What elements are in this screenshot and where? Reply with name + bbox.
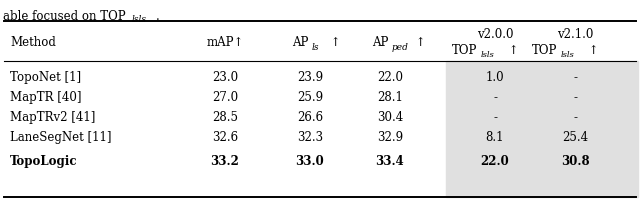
Text: AP: AP	[372, 36, 388, 49]
Text: 23.0: 23.0	[212, 71, 238, 84]
Bar	[446, 62, 638, 197]
Text: 30.4: 30.4	[377, 111, 403, 124]
Text: 8.1: 8.1	[486, 131, 504, 144]
Text: .: .	[156, 10, 160, 23]
Text: 27.0: 27.0	[212, 91, 238, 104]
Text: 32.9: 32.9	[377, 131, 403, 144]
Text: 23.9: 23.9	[297, 71, 323, 84]
Text: 33.0: 33.0	[296, 155, 324, 168]
Text: 22.0: 22.0	[481, 155, 509, 168]
Text: -: -	[573, 111, 577, 124]
Text: MapTRv2 [41]: MapTRv2 [41]	[10, 111, 95, 124]
Text: 28.5: 28.5	[212, 111, 238, 124]
Text: 28.1: 28.1	[377, 91, 403, 104]
Text: 30.8: 30.8	[561, 155, 589, 168]
Text: TOP: TOP	[532, 43, 557, 56]
Text: v2.0.0: v2.0.0	[477, 28, 513, 41]
Text: lsls: lsls	[561, 51, 575, 59]
Text: 1.0: 1.0	[486, 71, 504, 84]
Text: lsls: lsls	[481, 51, 495, 59]
Text: 32.3: 32.3	[297, 131, 323, 144]
Text: TOP: TOP	[452, 43, 477, 56]
Text: v2.1.0: v2.1.0	[557, 28, 593, 41]
Text: ↑: ↑	[327, 36, 340, 49]
Text: LaneSegNet [11]: LaneSegNet [11]	[10, 131, 111, 144]
Text: TopoNet [1]: TopoNet [1]	[10, 71, 81, 84]
Text: 26.6: 26.6	[297, 111, 323, 124]
Text: 32.6: 32.6	[212, 131, 238, 144]
Text: ↑: ↑	[412, 36, 426, 49]
Text: able focused on TOP: able focused on TOP	[3, 10, 125, 23]
Text: 22.0: 22.0	[377, 71, 403, 84]
Text: -: -	[573, 91, 577, 104]
Text: ↑: ↑	[585, 43, 598, 56]
Text: TopoLogic: TopoLogic	[10, 155, 77, 168]
Text: Method: Method	[10, 36, 56, 49]
Text: 33.4: 33.4	[376, 155, 404, 168]
Text: mAP↑: mAP↑	[206, 36, 244, 49]
Text: ↑: ↑	[505, 43, 518, 56]
Text: AP: AP	[292, 36, 308, 49]
Text: -: -	[493, 91, 497, 104]
Text: -: -	[493, 111, 497, 124]
Text: -: -	[573, 71, 577, 84]
Text: 33.2: 33.2	[211, 155, 239, 168]
Text: 25.9: 25.9	[297, 91, 323, 104]
Text: ls: ls	[312, 43, 319, 52]
Text: 25.4: 25.4	[562, 131, 588, 144]
Text: lsls: lsls	[132, 15, 147, 24]
Text: MapTR [40]: MapTR [40]	[10, 91, 81, 104]
Text: ped: ped	[392, 43, 409, 52]
